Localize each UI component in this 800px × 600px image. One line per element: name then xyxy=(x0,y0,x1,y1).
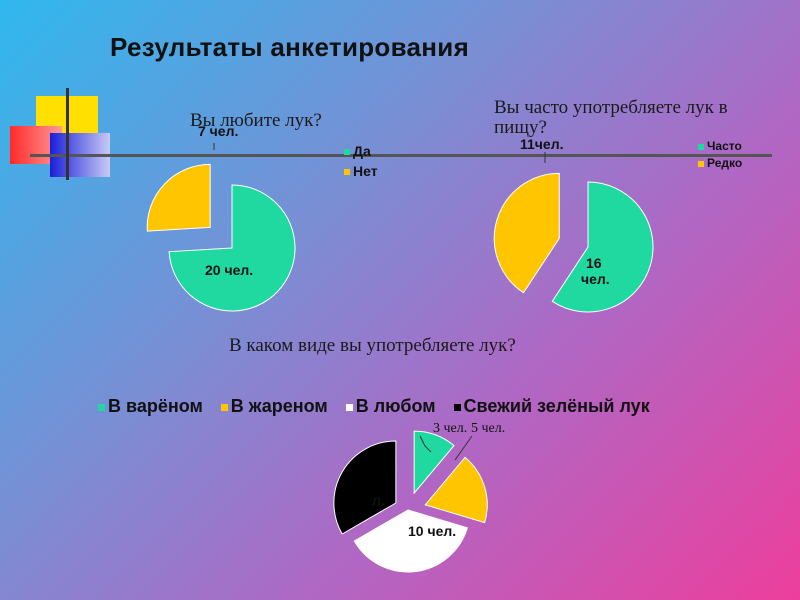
data-label: 20 чел. xyxy=(205,262,253,278)
data-label: 3 чел. xyxy=(433,421,467,436)
chart2-legend-item-1: Редко xyxy=(698,156,742,170)
legend-swatch xyxy=(98,403,105,411)
chart2-title: Вы часто употребляете лук в пищу? xyxy=(494,97,728,138)
chart3-legend-item-0: В варёном xyxy=(98,396,203,416)
chart1-title: Вы любите лук? xyxy=(190,110,322,131)
pie-slice-нет xyxy=(146,163,211,232)
decor-vertical-line xyxy=(66,88,69,180)
legend-swatch xyxy=(453,403,461,411)
data-label: л. xyxy=(372,492,385,508)
chart3-legend: В варёном В жареном В любом Свежий зелёный … xyxy=(98,396,668,417)
legend-swatch xyxy=(344,169,350,176)
pie-slice-свежий-зелёный-лук xyxy=(333,440,397,535)
legend-swatch xyxy=(220,403,228,411)
legend-swatch xyxy=(344,149,350,156)
data-label: 11чел. xyxy=(520,136,564,152)
legend-label: Часто xyxy=(707,139,742,153)
pie-slice-в-любом xyxy=(353,509,469,573)
leader-line xyxy=(419,435,432,453)
data-label: 10 чел. xyxy=(408,523,456,539)
chart2-legend-item-0: Часто xyxy=(698,139,742,153)
legend-swatch xyxy=(698,143,704,150)
pie-slice-в-жареном xyxy=(424,456,488,524)
legend-label: В любом xyxy=(355,396,436,416)
data-label: 5 чел. xyxy=(471,421,505,436)
legend-swatch xyxy=(345,403,353,411)
pie-slice-часто xyxy=(551,181,654,313)
legend-label: Нет xyxy=(353,163,378,179)
chart3-title: В каком виде вы употребляете лук? xyxy=(229,335,516,356)
pie-chart-2: 16 чел. 11чел. xyxy=(493,136,654,313)
pie-slice-да xyxy=(168,184,296,312)
legend-label: В жареном xyxy=(230,396,328,416)
chart3-legend-item-2: В любом xyxy=(345,396,436,416)
chart1-legend-item-0: Да xyxy=(344,143,371,159)
pie-slice-в-варёном xyxy=(413,430,455,495)
decor-horizontal-line xyxy=(30,154,772,157)
pie-slice-редко xyxy=(493,172,560,294)
leader-line xyxy=(454,435,473,461)
pie-chart-1: 20 чел. 7 чел. xyxy=(146,123,296,312)
legend-label: Да xyxy=(353,143,371,159)
legend-label: В варёном xyxy=(108,396,203,416)
legend-label: Редко xyxy=(707,156,743,170)
data-label: 16 чел. xyxy=(581,255,610,287)
pie-chart-3: 3 чел. 5 чел. 10 чел. л. xyxy=(333,421,505,573)
legend-label: Свежий зелёный лук xyxy=(463,396,650,416)
data-label: 7 чел. xyxy=(198,123,238,139)
chart1-legend-item-1: Нет xyxy=(344,163,378,179)
slide-title: Результаты анкетирования xyxy=(110,32,470,62)
chart3-legend-item-3: Свежий зелёный лук xyxy=(453,396,650,416)
legend-swatch xyxy=(698,160,704,167)
chart3-legend-item-1: В жареном xyxy=(220,396,328,416)
